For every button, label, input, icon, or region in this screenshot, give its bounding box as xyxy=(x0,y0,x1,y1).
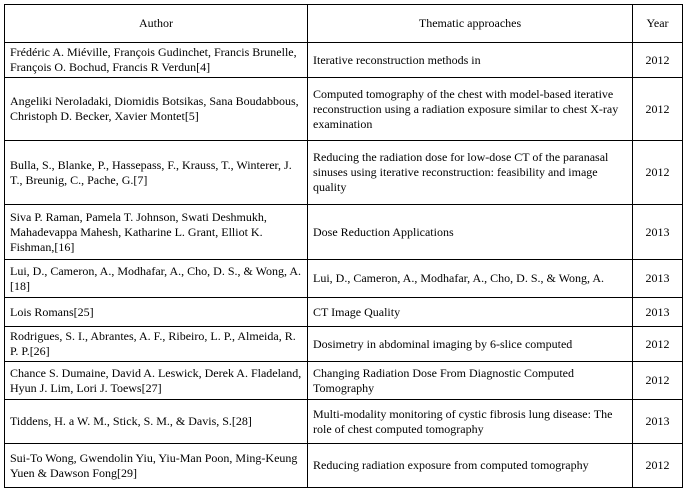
table-row: Chance S. Dumaine, David A. Leswick, Der… xyxy=(4,361,683,400)
year-cell: 2012 xyxy=(632,140,683,205)
table-row: Tiddens, H. a W. M., Stick, S. M., & Dav… xyxy=(4,399,683,444)
author-cell: Lois Romans[25] xyxy=(4,297,308,327)
header-year: Year xyxy=(632,4,683,43)
author-cell: Chance S. Dumaine, David A. Leswick, Der… xyxy=(4,361,308,400)
year-cell: 2012 xyxy=(632,42,683,78)
table-row: Frédéric A. Miéville, François Gudinchet… xyxy=(4,42,683,78)
year-cell: 2012 xyxy=(632,361,683,400)
year-cell: 2012 xyxy=(632,326,683,362)
theme-cell: Iterative reconstruction methods in xyxy=(307,42,633,78)
literature-table: Author Thematic approaches Year Frédéric… xyxy=(4,4,683,488)
year-cell: 2013 xyxy=(632,259,683,298)
table-row: Bulla, S., Blanke, P., Hassepass, F., Kr… xyxy=(4,140,683,205)
theme-cell: Dose Reduction Applications xyxy=(307,204,633,260)
author-cell: Bulla, S., Blanke, P., Hassepass, F., Kr… xyxy=(4,140,308,205)
theme-cell: Computed tomography of the chest with mo… xyxy=(307,77,633,141)
year-cell: 2013 xyxy=(632,399,683,444)
theme-cell: CT Image Quality xyxy=(307,297,633,327)
author-cell: Tiddens, H. a W. M., Stick, S. M., & Dav… xyxy=(4,399,308,444)
year-cell: 2012 xyxy=(632,77,683,141)
theme-cell: Reducing the radiation dose for low-dose… xyxy=(307,140,633,205)
theme-cell: Lui, D., Cameron, A., Modhafar, A., Cho,… xyxy=(307,259,633,298)
theme-cell: Dosimetry in abdominal imaging by 6-slic… xyxy=(307,326,633,362)
author-cell: Rodrigues, S. I., Abrantes, A. F., Ribei… xyxy=(4,326,308,362)
header-author: Author xyxy=(4,4,308,43)
table-row: Sui-To Wong, Gwendolin Yiu, Yiu-Man Poon… xyxy=(4,443,683,488)
author-cell: Angeliki Neroladaki, Diomidis Botsikas, … xyxy=(4,77,308,141)
author-cell: Frédéric A. Miéville, François Gudinchet… xyxy=(4,42,308,78)
year-cell: 2012 xyxy=(632,443,683,488)
header-row: Author Thematic approaches Year xyxy=(4,4,683,43)
theme-cell: Reducing radiation exposure from compute… xyxy=(307,443,633,488)
year-cell: 2013 xyxy=(632,204,683,260)
theme-cell: Multi-modality monitoring of cystic fibr… xyxy=(307,399,633,444)
table-row: Angeliki Neroladaki, Diomidis Botsikas, … xyxy=(4,77,683,141)
table-row: Lois Romans[25] CT Image Quality 2013 xyxy=(4,297,683,327)
author-cell: Siva P. Raman, Pamela T. Johnson, Swati … xyxy=(4,204,308,260)
table-row: Lui, D., Cameron, A., Modhafar, A., Cho,… xyxy=(4,259,683,298)
year-cell: 2013 xyxy=(632,297,683,327)
author-cell: Sui-To Wong, Gwendolin Yiu, Yiu-Man Poon… xyxy=(4,443,308,488)
table-row: Rodrigues, S. I., Abrantes, A. F., Ribei… xyxy=(4,326,683,362)
header-thematic-approaches: Thematic approaches xyxy=(307,4,633,43)
author-cell: Lui, D., Cameron, A., Modhafar, A., Cho,… xyxy=(4,259,308,298)
table-row: Siva P. Raman, Pamela T. Johnson, Swati … xyxy=(4,204,683,260)
theme-cell: Changing Radiation Dose From Diagnostic … xyxy=(307,361,633,400)
